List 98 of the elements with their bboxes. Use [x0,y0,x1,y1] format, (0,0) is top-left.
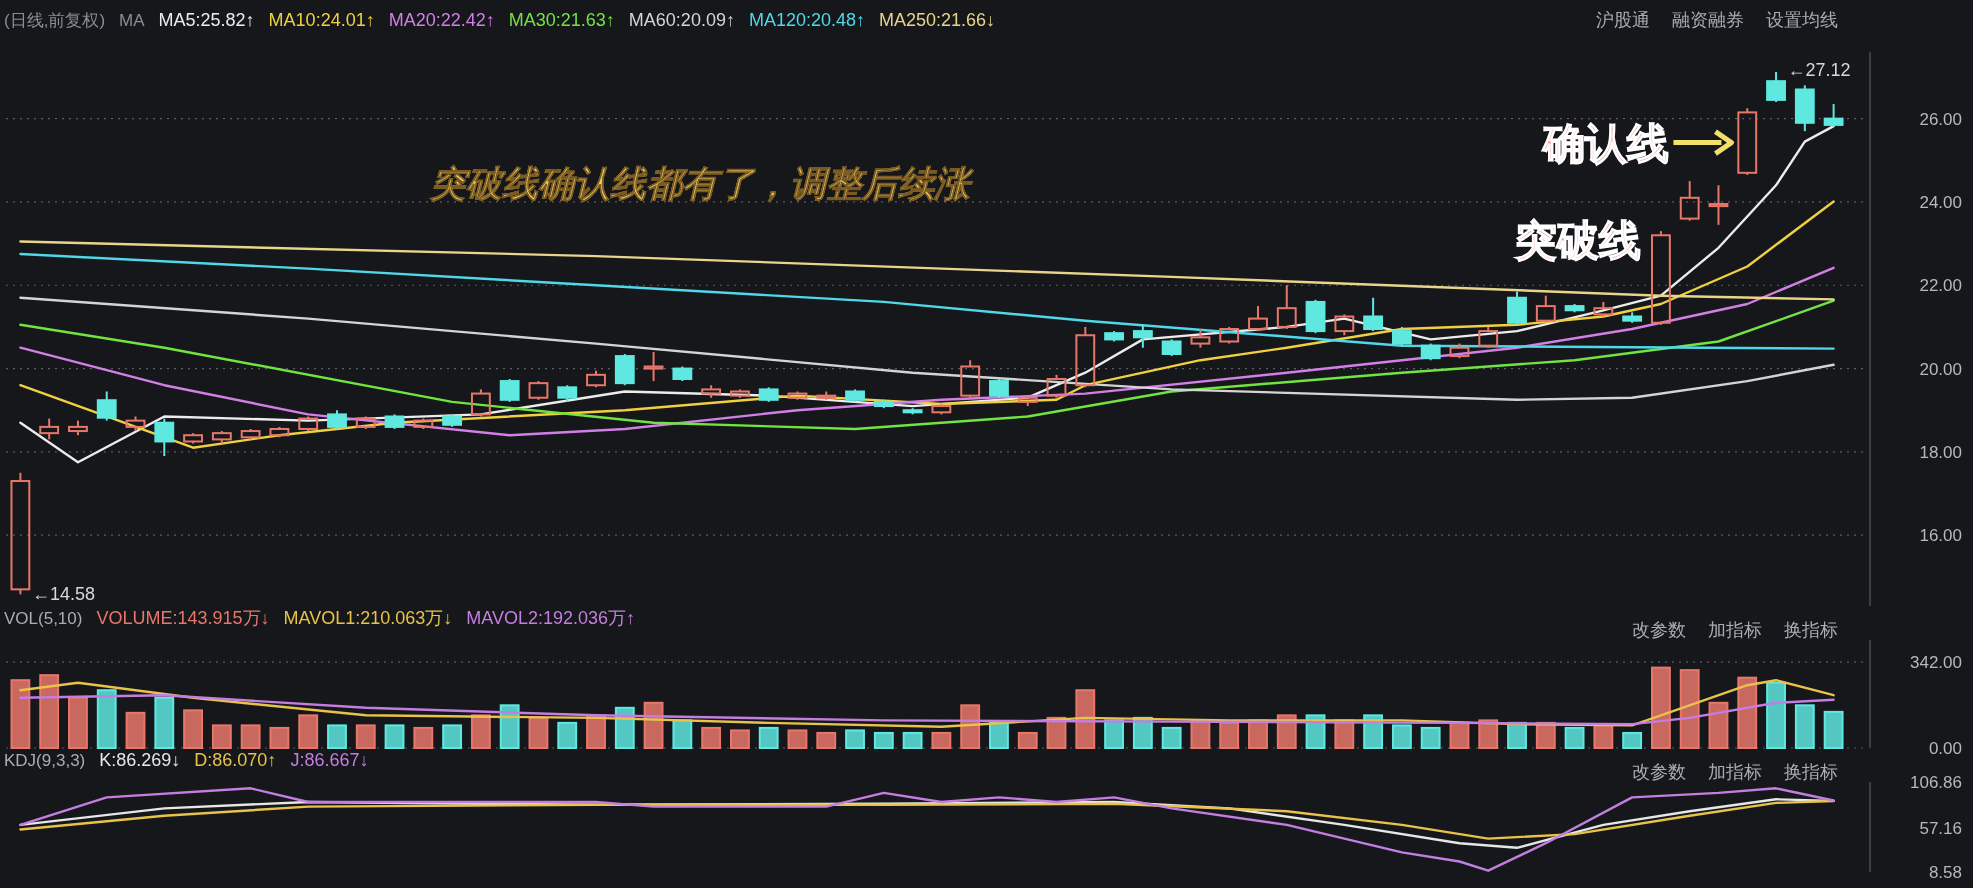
annotation: ←14.58 [31,584,95,605]
candlestick [1708,184,1729,226]
bar [730,729,750,749]
bar [240,724,261,749]
bar [442,724,463,749]
bar [211,724,232,749]
bar [39,674,60,749]
bar [1823,710,1844,749]
bar [413,726,434,749]
bar [183,709,203,749]
chart-title: KDJ(9,3,3) [4,751,86,770]
annotation: 换指标 [1784,620,1838,640]
bar [1219,721,1240,749]
text: 融资融券 [1672,10,1744,30]
line-series [19,679,1835,728]
line-series [19,799,1835,840]
annotation: 确认线 [1541,119,1670,167]
bar [931,731,952,749]
line-series [19,299,1835,431]
bar [1708,701,1729,749]
bar [960,704,981,749]
line-series [19,694,1835,726]
bar [902,731,923,749]
text: VOLUME:143.915万↓ [96,608,270,628]
y-tick-label: 16.00 [1919,526,1962,546]
bar [816,731,837,749]
y-tick-label: 22.00 [1919,276,1962,296]
text: MAVOL2:192.036万↑ [466,608,636,628]
bar [1391,724,1412,749]
y-tick-label: 106.86 [1910,773,1962,792]
bar [1622,731,1643,749]
bar [470,714,491,749]
bar [269,726,290,749]
bar [327,724,347,749]
y-tick-label: 20.00 [1919,359,1962,379]
bar [557,721,578,749]
line-series [19,787,1835,872]
text: D:86.070↑ [194,750,277,770]
text: 设置均线 [1766,10,1838,30]
text: MA120:20.48↑ [748,10,865,30]
legend-title: MA [119,11,146,30]
bar [68,696,88,749]
text: MA20:22.42↑ [388,10,495,30]
y-tick-label: 0.00 [1928,739,1962,758]
annotation: 加指标 [1708,762,1762,782]
text: MA250:21.66↓ [879,10,996,30]
chart-title: VOL(5,10) [4,609,83,628]
bar [1564,726,1585,749]
text: MA10:24.01↑ [268,10,375,30]
text: MA5:25.82↑ [158,10,255,30]
y-tick-label: 342.00 [1910,653,1962,673]
bar [1651,666,1671,749]
text: 突破线确认线都有了，调整后续涨 [428,163,975,205]
annotation: ←27.12 [1787,59,1851,80]
bar [873,731,894,749]
text: MAVOL1:210.063万↓ [283,608,453,628]
annotation: 改参数 [1632,762,1686,782]
bar [787,729,808,749]
text: K:86.269↓ [99,750,181,770]
annotation: 加指标 [1708,620,1762,640]
bar [528,716,549,749]
bar [1017,731,1038,749]
text: MA60:20.09↑ [628,10,735,30]
bar [125,711,146,749]
bar [154,696,175,749]
bar [298,714,319,749]
bar [1794,704,1815,749]
series-label: J:86.667↓ [290,750,369,770]
y-tick-label: 18.00 [1919,442,1962,462]
bar [384,724,405,749]
chart-subtitle: (日线,前复权) [4,11,106,30]
bar [1478,719,1499,749]
bar [1420,726,1441,749]
bar [701,726,722,749]
bar [989,721,1009,749]
bar [1679,669,1700,749]
text: 沪股通 [1596,10,1650,30]
y-tick-label: 24.00 [1919,192,1962,212]
y-tick-label: 8.58 [1928,863,1962,882]
bar [1075,689,1096,749]
bar [1766,681,1786,749]
bar [10,679,31,749]
annotation: 改参数 [1632,620,1686,640]
annotation: 突破线 [1513,217,1641,265]
line-series [19,266,1835,437]
bar [355,724,376,749]
y-tick-label: 57.16 [1919,818,1962,838]
bar [758,726,779,749]
bar [96,689,117,749]
bar [672,719,693,749]
bar [1161,726,1182,749]
annotation: 换指标 [1784,762,1838,782]
bar [1593,724,1614,749]
line-series [19,296,1835,401]
text: MA30:21.63↑ [508,10,615,30]
bar [845,729,865,749]
y-tick-label: 26.00 [1919,109,1962,129]
bar [1737,676,1758,749]
